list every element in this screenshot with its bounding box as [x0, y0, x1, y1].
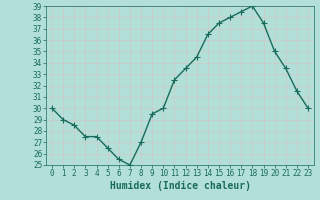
X-axis label: Humidex (Indice chaleur): Humidex (Indice chaleur)	[109, 181, 251, 191]
